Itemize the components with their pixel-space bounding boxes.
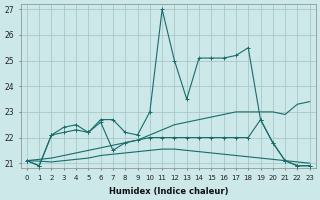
X-axis label: Humidex (Indice chaleur): Humidex (Indice chaleur) <box>108 187 228 196</box>
